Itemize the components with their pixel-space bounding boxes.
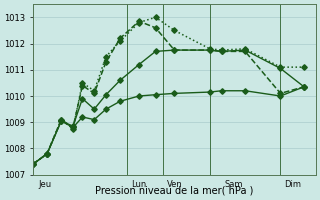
Text: Lun: Lun — [132, 180, 147, 189]
Text: Ven: Ven — [166, 180, 182, 189]
Text: Jeu: Jeu — [38, 180, 51, 189]
X-axis label: Pression niveau de la mer( hPa ): Pression niveau de la mer( hPa ) — [95, 186, 253, 196]
Text: Sam: Sam — [224, 180, 243, 189]
Text: Dim: Dim — [284, 180, 301, 189]
